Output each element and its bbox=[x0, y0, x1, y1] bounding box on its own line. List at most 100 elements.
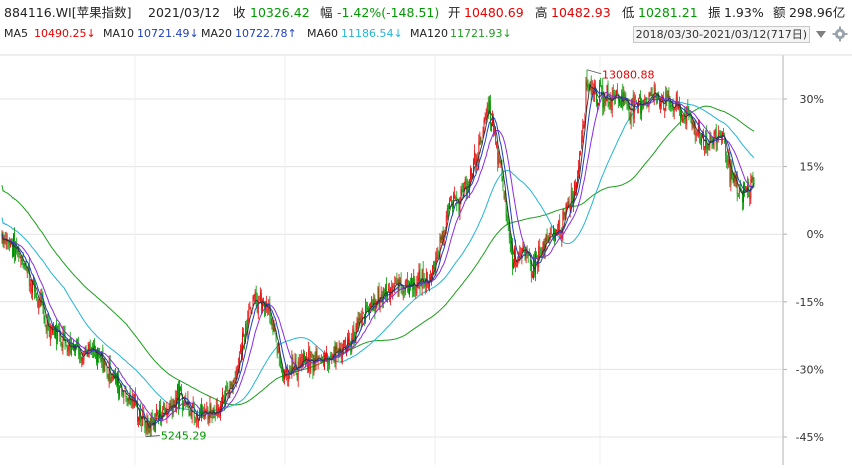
candle-body bbox=[272, 324, 274, 333]
candle-body bbox=[746, 188, 748, 192]
candle-body bbox=[542, 241, 544, 254]
candle-body bbox=[164, 406, 166, 413]
candle-body bbox=[399, 279, 401, 281]
candle-body bbox=[416, 282, 418, 294]
candle-body bbox=[591, 86, 593, 95]
high-value: 10482.93 bbox=[551, 5, 611, 20]
candle-body bbox=[431, 274, 432, 279]
candle-body bbox=[734, 173, 736, 183]
candle-body bbox=[502, 180, 504, 188]
ma120-label: MA120 bbox=[410, 27, 449, 40]
low-label: 低 bbox=[622, 5, 635, 20]
candle-body bbox=[208, 415, 210, 419]
candle-body bbox=[326, 352, 327, 357]
candle-body bbox=[161, 418, 163, 423]
candle-body bbox=[652, 96, 654, 98]
candle-body bbox=[231, 382, 233, 390]
candle-body bbox=[708, 144, 710, 148]
candle-body bbox=[167, 410, 169, 412]
candle-body bbox=[696, 132, 698, 134]
candle-body bbox=[505, 200, 507, 217]
candle-body bbox=[675, 94, 677, 106]
candle-body bbox=[84, 346, 86, 354]
gear-icon[interactable] bbox=[832, 26, 848, 42]
candle-body bbox=[669, 100, 671, 108]
candle-body bbox=[210, 405, 212, 415]
candle-body bbox=[125, 390, 127, 398]
candle-body bbox=[442, 231, 444, 240]
candle-body bbox=[357, 318, 359, 327]
candle-body bbox=[108, 361, 110, 380]
candle-body bbox=[166, 409, 168, 416]
candle-body bbox=[604, 93, 606, 104]
candle-body bbox=[117, 373, 118, 386]
candle-body bbox=[589, 81, 591, 85]
candle-body bbox=[318, 356, 320, 358]
candle-body bbox=[744, 181, 745, 194]
candle-body bbox=[752, 176, 754, 180]
change-value: -1.42%(-148.51) bbox=[337, 5, 440, 20]
candle-body bbox=[112, 375, 114, 380]
candle-body bbox=[228, 392, 230, 395]
candle-body bbox=[710, 137, 712, 139]
candle-body bbox=[15, 243, 17, 260]
candle-body bbox=[162, 410, 164, 420]
date-range-selector[interactable]: 2018/03/30-2021/03/12(717日) bbox=[632, 26, 810, 43]
candle-body bbox=[528, 254, 530, 256]
candle-body bbox=[152, 420, 154, 423]
y-tick-label: 15% bbox=[800, 161, 824, 174]
candle-body bbox=[540, 253, 542, 255]
ma5-line bbox=[1, 83, 755, 429]
candle-body bbox=[216, 403, 218, 417]
candle-body bbox=[521, 248, 523, 258]
candle-body bbox=[43, 310, 45, 320]
candle-body bbox=[688, 111, 690, 113]
candle-body bbox=[524, 250, 526, 256]
candle-body bbox=[113, 372, 115, 377]
y-tick-label: 30% bbox=[800, 93, 824, 106]
candle-body bbox=[580, 151, 582, 156]
candle-body bbox=[310, 358, 312, 373]
candle-body bbox=[360, 317, 362, 323]
candle-body bbox=[578, 168, 580, 174]
candle-body bbox=[429, 281, 430, 287]
candle-body bbox=[510, 247, 512, 249]
candle-body bbox=[246, 327, 248, 333]
candle-body bbox=[500, 163, 502, 166]
candlestick-chart[interactable]: 30% 15% 0% -15% -30% -45% 13080.88 5245.29 bbox=[0, 43, 852, 465]
candle-body bbox=[355, 326, 357, 340]
candle-body bbox=[700, 139, 701, 141]
dropdown-triangle-icon[interactable] bbox=[814, 27, 828, 42]
candle-body bbox=[181, 387, 182, 395]
candle-body bbox=[194, 420, 196, 422]
ma60-value: 11186.54↓ bbox=[341, 27, 403, 40]
candle-body bbox=[248, 309, 250, 318]
candle-body bbox=[304, 352, 305, 363]
candle-body bbox=[158, 418, 159, 421]
candle-body bbox=[193, 404, 195, 418]
candle-body bbox=[634, 96, 636, 99]
candle-body bbox=[155, 409, 157, 416]
candle-body bbox=[294, 358, 296, 367]
candle-body bbox=[342, 340, 344, 350]
candle-body bbox=[440, 236, 442, 241]
candle-body bbox=[27, 266, 29, 268]
candle-body bbox=[482, 131, 484, 139]
candle-body bbox=[644, 98, 646, 100]
candle-body bbox=[637, 104, 638, 108]
candle-body bbox=[81, 357, 83, 364]
candle-body bbox=[277, 347, 279, 353]
candle-body bbox=[160, 405, 161, 421]
candle-body bbox=[682, 114, 683, 116]
candle-body bbox=[408, 287, 409, 293]
candle-body bbox=[405, 280, 407, 282]
candle-body bbox=[130, 400, 132, 406]
candle-body bbox=[31, 286, 32, 292]
candle-body bbox=[4, 238, 6, 243]
candle-body bbox=[725, 140, 727, 156]
ma5-label: MA5 bbox=[4, 27, 29, 40]
candle-body bbox=[547, 239, 549, 241]
candle-body bbox=[300, 355, 302, 367]
candle-body bbox=[568, 201, 570, 209]
candle-body bbox=[723, 132, 724, 135]
